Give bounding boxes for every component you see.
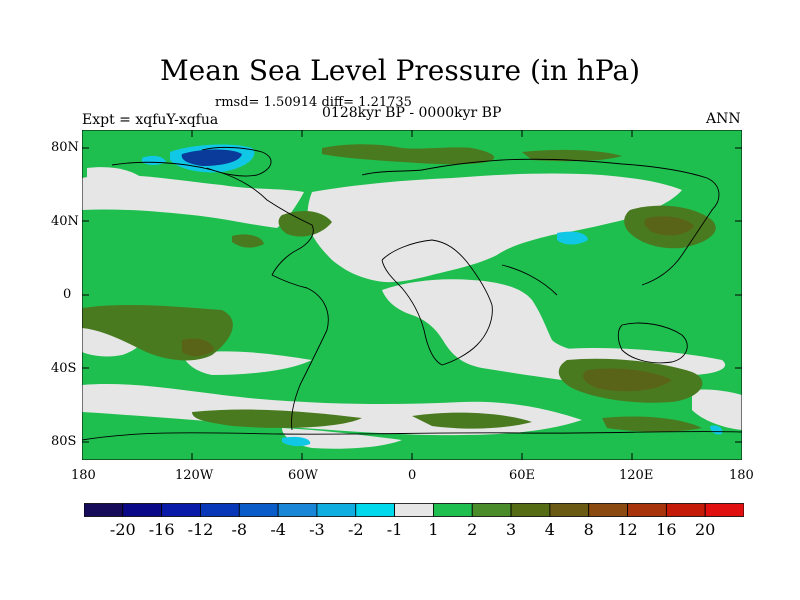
lon-label-180w: 180 <box>71 468 96 483</box>
lon-label-120w: 120W <box>175 468 214 483</box>
positive-anomaly-cores <box>182 216 694 392</box>
colorbar-swatch <box>200 503 240 517</box>
lon-label-60e: 60E <box>509 468 536 483</box>
coastlines <box>82 146 742 441</box>
lat-label-0: 0 <box>63 287 72 302</box>
colorbar-label: 20 <box>694 520 716 539</box>
colorbar-label: -3 <box>309 520 325 539</box>
colorbar-label: -20 <box>109 520 136 539</box>
colorbar-swatch <box>588 503 628 517</box>
colorbar-swatch <box>277 503 318 517</box>
rmsd-diff-stats: rmsd= 1.50914 diff= 1.21735 <box>215 95 412 110</box>
colorbar-swatch <box>549 503 590 517</box>
time-period: 0128kyr BP - 0000kyr BP <box>322 105 502 121</box>
colorbar-label: 1 <box>428 520 439 539</box>
colorbar-swatch <box>704 503 744 517</box>
colorbar-label: -8 <box>231 520 248 539</box>
colorbar-swatch <box>510 503 551 517</box>
colorbar-label: 16 <box>656 520 677 539</box>
colorbar-label: 2 <box>467 520 478 539</box>
colorbar-swatch <box>471 503 512 517</box>
colorbar-label: 8 <box>583 520 594 539</box>
colorbar-label: -12 <box>187 520 214 539</box>
colorbar <box>84 503 744 517</box>
colorbar-swatch <box>433 503 473 517</box>
colorbar-swatch <box>84 503 124 517</box>
lon-label-60w: 60W <box>288 468 318 483</box>
lon-label-0: 0 <box>408 468 417 483</box>
colorbar-label: 3 <box>505 520 517 539</box>
lat-label-40s: 40S <box>51 361 77 376</box>
colorbar-swatch <box>316 503 357 517</box>
colorbar-label: -1 <box>386 520 403 539</box>
colorbar-label: -4 <box>270 520 286 539</box>
lat-label-80n: 80N <box>51 140 79 155</box>
lon-label-180e: 180 <box>729 468 754 483</box>
lat-label-80s: 80S <box>51 434 77 449</box>
colorbar-label: 4 <box>544 520 555 539</box>
positive-anomaly-regions <box>82 144 716 432</box>
colorbar-label: 12 <box>617 520 638 539</box>
colorbar-swatch <box>122 503 163 517</box>
season-label: ANN <box>706 111 741 127</box>
colorbar-swatch <box>238 503 279 517</box>
lon-label-120e: 120E <box>619 468 654 483</box>
colorbar-label: -2 <box>347 520 364 539</box>
colorbar-swatch <box>355 503 395 517</box>
colorbar-swatch <box>161 503 201 517</box>
axis-ticks <box>82 130 742 460</box>
colorbar-swatch <box>627 503 667 517</box>
pressure-anomaly-map <box>82 130 742 460</box>
figure-title: Mean Sea Level Pressure (in hPa) <box>159 54 641 87</box>
lat-label-40n: 40N <box>51 214 79 229</box>
colorbar-label: -16 <box>148 520 175 539</box>
colorbar-swatch <box>665 503 706 517</box>
colorbar-swatch <box>394 503 434 517</box>
experiment-label: Expt = xqfuY-xqfua <box>82 112 219 128</box>
neutral-anomaly-regions <box>82 167 742 449</box>
